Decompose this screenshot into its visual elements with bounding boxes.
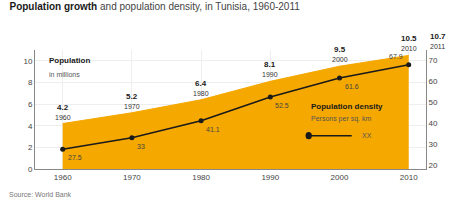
- svg-text:33: 33: [137, 143, 145, 150]
- svg-text:30: 30: [429, 140, 438, 149]
- svg-text:60: 60: [429, 77, 438, 86]
- svg-text:2010: 2010: [400, 173, 418, 182]
- svg-text:4: 4: [28, 122, 33, 131]
- svg-text:6.4: 6.4: [195, 79, 207, 88]
- svg-text:61.6: 61.6: [345, 83, 359, 90]
- svg-text:0: 0: [28, 165, 33, 174]
- svg-text:9.5: 9.5: [334, 45, 346, 54]
- svg-text:1960: 1960: [54, 173, 72, 182]
- svg-text:8.1: 8.1: [264, 60, 276, 69]
- svg-text:2: 2: [28, 143, 33, 152]
- svg-text:6: 6: [28, 100, 33, 109]
- svg-text:Population: Population: [49, 56, 90, 65]
- svg-text:Source: World Bank: Source: World Bank: [9, 191, 72, 198]
- svg-text:Population density: Population density: [311, 102, 383, 111]
- svg-text:1970: 1970: [124, 103, 140, 110]
- svg-text:50: 50: [429, 98, 438, 107]
- svg-text:2010: 2010: [401, 45, 417, 52]
- svg-text:20: 20: [429, 161, 438, 170]
- svg-text:1990: 1990: [262, 71, 278, 78]
- svg-text:1980: 1980: [192, 173, 210, 182]
- svg-text:10.7: 10.7: [430, 32, 446, 41]
- svg-text:1970: 1970: [123, 173, 141, 182]
- svg-text:in millions: in millions: [49, 71, 80, 78]
- svg-text:4.2: 4.2: [57, 103, 69, 112]
- svg-text:10.5: 10.5: [401, 34, 417, 43]
- svg-text:41.1: 41.1: [206, 126, 220, 133]
- svg-text:2000: 2000: [331, 173, 349, 182]
- svg-text:2000: 2000: [332, 56, 348, 63]
- svg-text:27.5: 27.5: [68, 154, 82, 161]
- svg-text:1960: 1960: [55, 114, 71, 121]
- svg-text:5.2: 5.2: [126, 92, 138, 101]
- svg-text:XX: XX: [362, 132, 372, 139]
- svg-text:10: 10: [23, 57, 32, 66]
- svg-text:Population growth and populati: Population growth and population density…: [9, 1, 300, 12]
- svg-text:Persons per sq. km: Persons per sq. km: [311, 115, 371, 123]
- svg-text:67.9: 67.9: [389, 53, 403, 60]
- svg-text:1990: 1990: [261, 173, 279, 182]
- svg-text:70: 70: [429, 56, 438, 65]
- svg-text:40: 40: [429, 119, 438, 128]
- svg-text:1980: 1980: [193, 90, 209, 97]
- svg-text:52.5: 52.5: [275, 102, 289, 109]
- svg-text:8: 8: [28, 78, 33, 87]
- svg-text:2011: 2011: [430, 43, 445, 50]
